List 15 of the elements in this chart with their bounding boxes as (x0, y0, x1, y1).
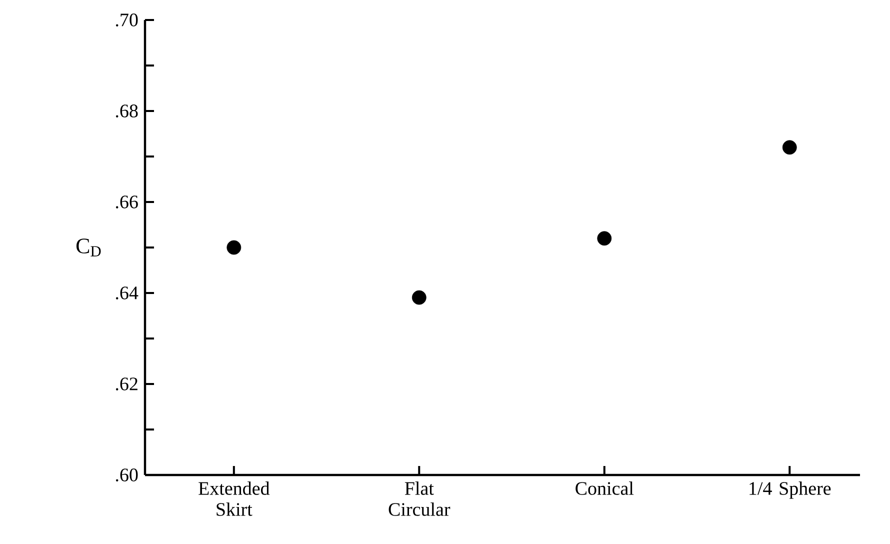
y-axis-title: C$_{D}$ (76, 238, 101, 256)
point (597, 231, 612, 246)
point (226, 240, 242, 255)
y-tick-label: .68 (116, 104, 138, 118)
y-tick-label: .66 (116, 196, 138, 208)
y-tick-label: .62 (116, 378, 138, 390)
x-tick-label: Conical (576, 482, 634, 495)
point (782, 140, 797, 155)
x-tick-label: Flat Circular (388, 482, 450, 516)
point (412, 290, 426, 305)
x-tick-label: 1/4 Sphere (750, 482, 831, 499)
y-tick-label: .70 (116, 14, 138, 26)
x-tick-label: Extended Skirt (198, 482, 270, 516)
y-tick-label: .64 (116, 286, 138, 300)
y-tick-label: .60 (116, 468, 138, 482)
